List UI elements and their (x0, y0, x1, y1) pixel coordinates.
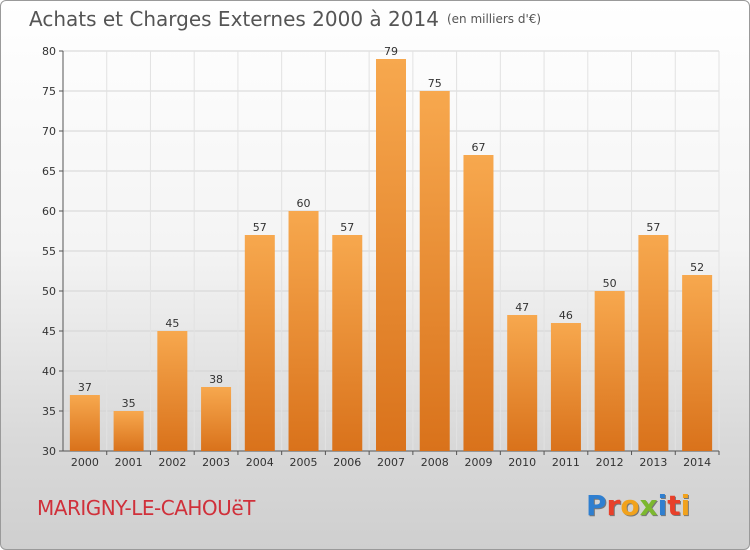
y-tick-label: 30 (42, 445, 56, 458)
x-tick-label: 2007 (377, 456, 405, 469)
x-tick-label: 2002 (158, 456, 186, 469)
x-tick-label: 2005 (290, 456, 318, 469)
x-tick-label: 2004 (246, 456, 274, 469)
bar (638, 235, 669, 451)
x-tick-label: 2013 (639, 456, 667, 469)
bar (288, 211, 319, 451)
bar-value-label: 38 (209, 373, 223, 386)
bar-value-label: 57 (253, 221, 267, 234)
y-tick-label: 55 (42, 245, 56, 258)
bar-value-label: 57 (646, 221, 660, 234)
x-tick-label: 2008 (421, 456, 449, 469)
logo-letter: i (680, 489, 691, 522)
x-tick-label: 2001 (115, 456, 143, 469)
x-tick-label: 2006 (333, 456, 361, 469)
logo-letter: x (639, 489, 658, 522)
logo-letter: i (657, 489, 668, 522)
y-tick-label: 75 (42, 85, 56, 98)
bar-value-label: 45 (165, 317, 179, 330)
bar (594, 291, 625, 451)
y-tick-label: 50 (42, 285, 56, 298)
bar-value-label: 50 (603, 277, 617, 290)
x-tick-label: 2011 (552, 456, 580, 469)
bar-value-label: 75 (428, 77, 442, 90)
y-tick-label: 35 (42, 405, 56, 418)
y-tick-label: 40 (42, 365, 56, 378)
logo-letter: t (667, 489, 681, 522)
place-name: MARIGNY-LE-CAHOUëT (37, 496, 255, 520)
bar (682, 275, 713, 451)
x-tick-label: 2012 (596, 456, 624, 469)
bar (157, 331, 188, 451)
bar-value-label: 67 (471, 141, 485, 154)
chart-title-text: Achats et Charges Externes 2000 à 2014 (29, 7, 439, 31)
chart-title: Achats et Charges Externes 2000 à 2014 (e… (29, 7, 541, 31)
bar (376, 59, 406, 451)
logo-letter: P (586, 489, 607, 522)
y-tick-label: 65 (42, 165, 56, 178)
bar (463, 155, 494, 451)
bar (69, 395, 100, 451)
bar-value-label: 60 (297, 197, 311, 210)
bar-value-label: 47 (515, 301, 529, 314)
bar-value-label: 46 (559, 309, 573, 322)
x-tick-label: 2014 (683, 456, 711, 469)
x-tick-label: 2009 (464, 456, 492, 469)
bar-value-label: 52 (690, 261, 704, 274)
bars: 37 35 45 38 57 60 57 79 75 67 47 46 50 57 52 (69, 45, 713, 451)
bar (419, 91, 450, 451)
bar-value-label: 57 (340, 221, 354, 234)
bar (550, 323, 581, 451)
logo-letter: o (620, 489, 640, 522)
proxiti-logo: Proxiti (586, 489, 690, 522)
bar (332, 235, 363, 451)
y-tick-label: 45 (42, 325, 56, 338)
axes: 30 35 40 45 50 55 60 65 70 75 80 2000 2001 2002 2003 20… (42, 45, 720, 469)
y-tick-label: 70 (42, 125, 56, 138)
chart-subtitle: (en milliers d'€) (446, 12, 542, 26)
bar (244, 235, 275, 451)
x-tick-label: 2003 (202, 456, 230, 469)
logo-letter: r (606, 489, 621, 522)
bar (507, 315, 538, 451)
bar-value-label: 35 (122, 397, 136, 410)
x-tick-label: 2010 (508, 456, 536, 469)
y-tick-label: 80 (42, 45, 56, 58)
y-tick-label: 60 (42, 205, 56, 218)
bar (113, 411, 144, 451)
x-tick-label: 2000 (71, 456, 99, 469)
bar (201, 387, 232, 451)
bar-value-label: 37 (78, 381, 92, 394)
bar-value-label: 79 (384, 45, 398, 58)
